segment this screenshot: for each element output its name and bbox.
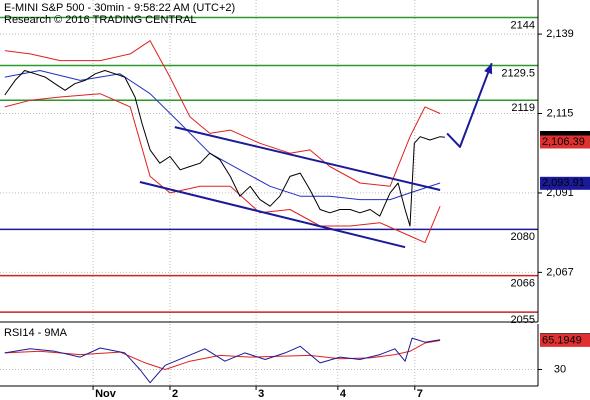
price-tag-label: 2,093.91: [542, 177, 585, 189]
series-line: [4, 70, 441, 201]
x-tick-label: Nov: [95, 388, 117, 400]
x-tick-label: 2: [172, 388, 178, 400]
series-line: [4, 70, 445, 227]
forecast-arrow: [446, 62, 493, 148]
y-tick-label: 2,091: [546, 187, 574, 199]
series-line: [4, 340, 441, 370]
x-tick-label: 7: [417, 388, 423, 400]
y-tick-label: 2,115: [547, 107, 574, 119]
price-tag: [540, 333, 590, 347]
level-label: 2129.5: [501, 67, 535, 79]
price-tag: [540, 135, 590, 149]
trend-line: [139, 181, 406, 249]
price-tag-label: 2,106.39: [542, 136, 585, 148]
price-tag-label: 65.1949: [542, 334, 582, 346]
level-label: 2066: [511, 278, 535, 290]
indicator-title: RSI14 - 9MA: [4, 327, 68, 339]
level-label: 2080: [511, 231, 535, 243]
trend-line: [174, 126, 441, 191]
level-label: 2144: [511, 19, 535, 31]
y-tick-label: 2,067: [546, 266, 574, 278]
y-tick-label: 30: [554, 363, 566, 375]
level-label: 2055: [511, 314, 535, 326]
price-tag: [540, 176, 590, 190]
chart-subtitle: Research © 2016 TRADING CENTRAL: [4, 14, 197, 26]
y-tick-label: 2,139: [546, 28, 574, 40]
x-tick-label: 4: [340, 388, 347, 400]
x-tick-label: 3: [258, 388, 264, 400]
series-line: [4, 93, 441, 244]
level-label: 2119: [511, 102, 535, 114]
series-line: [4, 40, 441, 187]
chart-title: E-MINI S&P 500 - 30min - 9:58:22 AM (UTC…: [4, 2, 235, 14]
arrow-head: [484, 63, 493, 75]
series-line: [4, 337, 441, 384]
